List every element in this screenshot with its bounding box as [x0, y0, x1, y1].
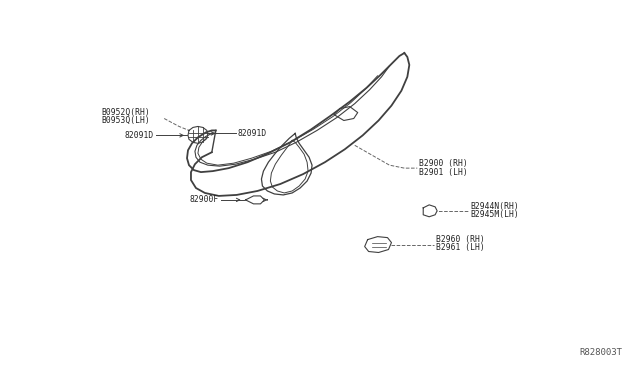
Text: 82900F: 82900F [189, 195, 219, 204]
Text: R828003T: R828003T [580, 348, 623, 357]
Polygon shape [423, 205, 437, 217]
Text: B2945M(LH): B2945M(LH) [471, 210, 520, 219]
Text: B0952Q(RH): B0952Q(RH) [102, 108, 150, 117]
Text: B2944N(RH): B2944N(RH) [471, 202, 520, 211]
Text: B0953Q(LH): B0953Q(LH) [102, 116, 150, 125]
Polygon shape [365, 237, 392, 253]
Text: 82091D: 82091D [124, 131, 153, 140]
Text: B2900 (RH): B2900 (RH) [419, 159, 468, 168]
Text: 82091D: 82091D [237, 129, 267, 138]
Text: B2901 (LH): B2901 (LH) [419, 168, 468, 177]
Text: B2961 (LH): B2961 (LH) [436, 243, 485, 252]
Polygon shape [246, 196, 264, 204]
Text: B2960 (RH): B2960 (RH) [436, 235, 485, 244]
